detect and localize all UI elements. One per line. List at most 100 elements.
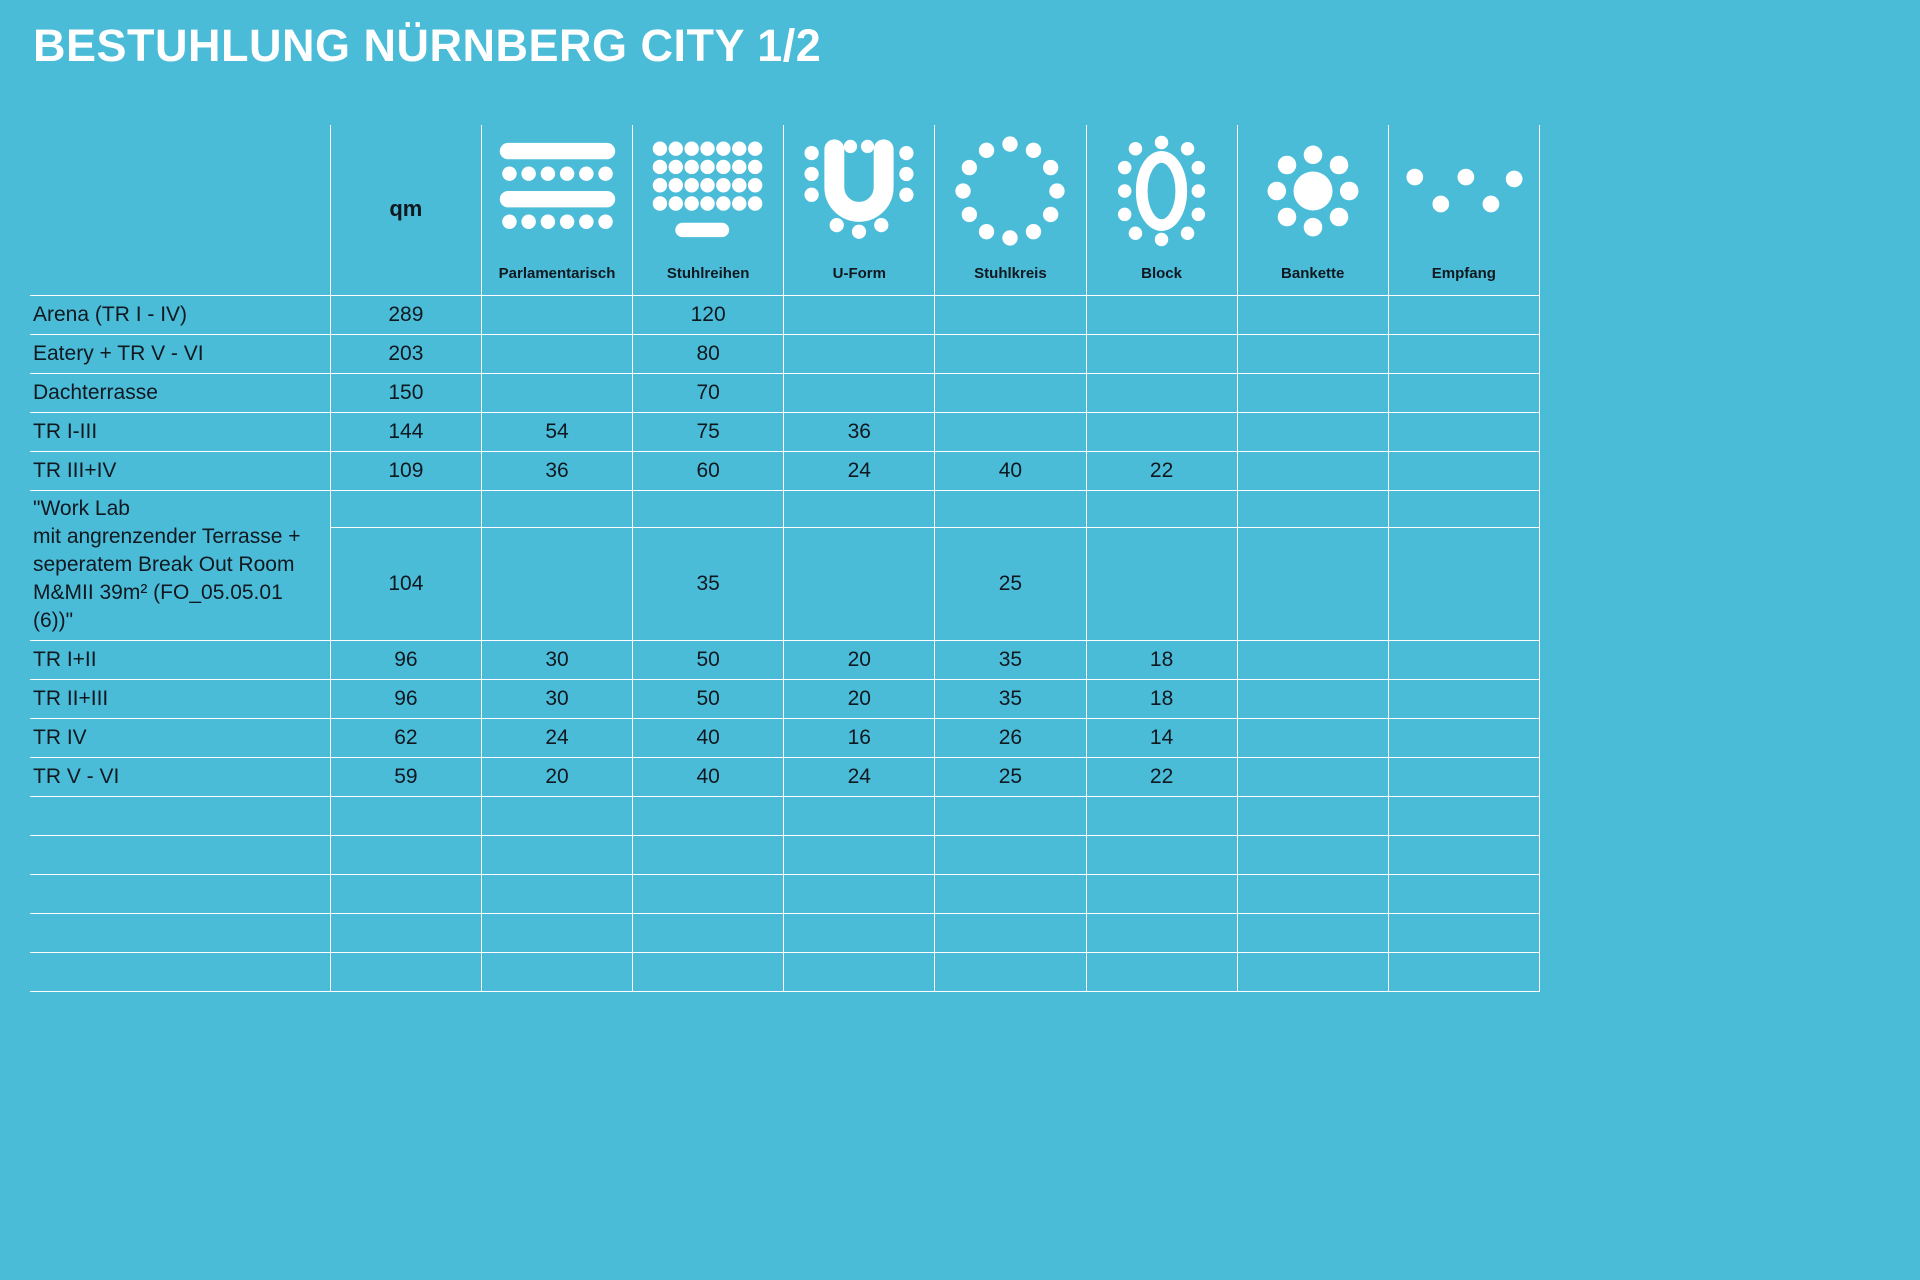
value-cell xyxy=(1237,874,1389,914)
value-cell: 96 xyxy=(330,640,482,680)
value-cell xyxy=(481,490,634,528)
value-cell xyxy=(1086,835,1238,875)
room-name-cell xyxy=(30,796,331,836)
value-cell xyxy=(1086,490,1238,528)
table-row: Eatery + TR V - VI 203 80 xyxy=(30,334,1541,374)
value-cell xyxy=(1388,757,1541,797)
icon-box xyxy=(1238,131,1388,251)
table-row: TR I+II 96 30 50 20 35 18 xyxy=(30,640,1541,680)
value-cell xyxy=(1388,679,1541,719)
header-row: qm Parlamentarisch xyxy=(30,125,1541,296)
room-name-cell: TR I-III xyxy=(30,412,331,452)
value-cell xyxy=(330,874,482,914)
value-cell xyxy=(1388,835,1541,875)
value-cell xyxy=(1388,796,1541,836)
value-cell: 25 xyxy=(934,527,1087,641)
value-cell xyxy=(1086,373,1238,413)
value-cell xyxy=(632,796,785,836)
value-cell xyxy=(934,952,1087,992)
value-cell xyxy=(1237,757,1389,797)
room-name-cell xyxy=(30,913,331,953)
value-cell xyxy=(1237,718,1389,758)
value-cell: 25 xyxy=(934,757,1087,797)
table-row: TR V - VI 59 20 40 24 25 22 xyxy=(30,757,1541,797)
value-cell xyxy=(1237,412,1389,452)
value-cell: 22 xyxy=(1086,451,1238,491)
value-cell: 104 xyxy=(330,527,482,641)
value-cell xyxy=(1237,913,1389,953)
qm-header-box: qm xyxy=(331,125,481,293)
col-header-parlamentarisch: Parlamentarisch xyxy=(481,125,634,296)
value-cell xyxy=(330,913,482,953)
value-cell: 30 xyxy=(481,640,634,680)
value-cell: 35 xyxy=(934,640,1087,680)
table-header: qm Parlamentarisch xyxy=(30,125,1541,296)
value-cell: 20 xyxy=(481,757,634,797)
value-cell xyxy=(1388,490,1541,528)
value-cell xyxy=(1388,952,1541,992)
room-name-cell: TR III+IV xyxy=(30,451,331,491)
value-cell xyxy=(1388,373,1541,413)
table-row: Arena (TR I - IV) 289 120 xyxy=(30,295,1541,335)
value-cell xyxy=(783,874,936,914)
value-cell xyxy=(632,913,785,953)
value-cell xyxy=(934,490,1087,528)
value-cell xyxy=(934,373,1087,413)
col-header-block: Block xyxy=(1086,125,1238,296)
value-cell xyxy=(330,835,482,875)
value-cell xyxy=(934,796,1087,836)
room-name-cell: Dachterrasse xyxy=(30,373,331,413)
value-cell xyxy=(1388,527,1541,641)
value-cell xyxy=(481,835,634,875)
column-label: Bankette xyxy=(1281,265,1345,282)
value-cell xyxy=(783,490,936,528)
col-header-u-form: U-Form xyxy=(783,125,936,296)
value-cell xyxy=(1388,451,1541,491)
col-header-empfang: Empfang xyxy=(1388,125,1541,296)
value-cell xyxy=(1086,412,1238,452)
room-name-cell xyxy=(30,874,331,914)
icon-box xyxy=(935,131,1085,251)
value-cell xyxy=(1388,718,1541,758)
value-cell: 59 xyxy=(330,757,482,797)
column-label: Parlamentarisch xyxy=(498,265,616,282)
value-cell xyxy=(1086,295,1238,335)
value-cell xyxy=(1388,640,1541,680)
value-cell: 150 xyxy=(330,373,482,413)
column-label: Block xyxy=(1141,265,1182,282)
table-row: TR III+IV 109 36 60 24 40 22 xyxy=(30,451,1541,491)
value-cell: 109 xyxy=(330,451,482,491)
qm-column-header: qm xyxy=(330,125,482,296)
value-cell xyxy=(1086,952,1238,992)
value-cell: 40 xyxy=(632,718,785,758)
value-cell xyxy=(934,913,1087,953)
value-cell xyxy=(783,295,936,335)
value-cell xyxy=(1237,640,1389,680)
value-cell xyxy=(934,295,1087,335)
page-title: BESTUHLUNG NÜRNBERG CITY 1/2 xyxy=(33,20,822,71)
value-cell xyxy=(632,952,785,992)
value-cell: 20 xyxy=(783,640,936,680)
value-cell: 50 xyxy=(632,679,785,719)
value-cell xyxy=(934,334,1087,374)
value-cell: 24 xyxy=(481,718,634,758)
value-cell: 62 xyxy=(330,718,482,758)
room-name-line: seperatem Break Out Room xyxy=(33,553,295,576)
value-cell xyxy=(1388,913,1541,953)
room-name-cell: TR II+III xyxy=(30,679,331,719)
value-cell xyxy=(481,334,634,374)
room-name-line: M&MII 39m² (FO_05.05.01 xyxy=(33,581,283,604)
value-cell: 40 xyxy=(934,451,1087,491)
value-cell xyxy=(330,490,482,528)
table-row xyxy=(30,952,1541,992)
table-row xyxy=(30,796,1541,836)
empfang-icon xyxy=(1406,168,1523,213)
value-cell xyxy=(632,874,785,914)
room-name-cell: Arena (TR I - IV) xyxy=(30,295,331,335)
table-row xyxy=(30,835,1541,875)
block-icon xyxy=(1118,135,1206,247)
value-cell xyxy=(1086,527,1238,641)
icon-box xyxy=(482,131,632,251)
value-cell xyxy=(1086,913,1238,953)
value-cell: 54 xyxy=(481,412,634,452)
